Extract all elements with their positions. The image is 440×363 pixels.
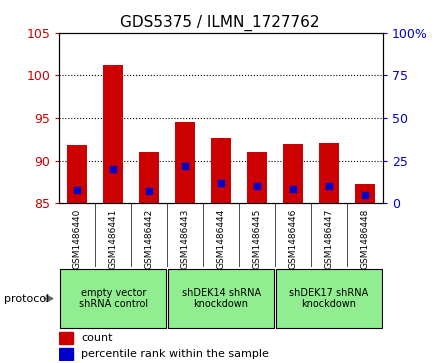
Point <box>290 186 297 192</box>
Bar <box>139 152 159 203</box>
Point <box>182 163 189 169</box>
Text: shDEK17 shRNA
knockdown: shDEK17 shRNA knockdown <box>289 288 369 309</box>
Text: GSM1486446: GSM1486446 <box>289 208 297 269</box>
Point <box>326 183 333 189</box>
Text: GSM1486445: GSM1486445 <box>253 208 261 269</box>
Text: GSM1486448: GSM1486448 <box>360 208 369 269</box>
Text: protocol: protocol <box>4 294 50 303</box>
Text: GDS5375 / ILMN_1727762: GDS5375 / ILMN_1727762 <box>120 15 320 31</box>
Point <box>110 166 117 172</box>
Bar <box>59 333 73 344</box>
Text: GSM1486447: GSM1486447 <box>324 208 334 269</box>
Bar <box>67 145 87 203</box>
Bar <box>283 144 303 203</box>
Bar <box>103 65 123 203</box>
Text: GSM1486443: GSM1486443 <box>181 208 190 269</box>
Text: GSM1486440: GSM1486440 <box>73 208 82 269</box>
FancyBboxPatch shape <box>60 269 166 328</box>
Bar <box>175 122 195 203</box>
Text: percentile rank within the sample: percentile rank within the sample <box>81 349 269 359</box>
Text: GSM1486441: GSM1486441 <box>109 208 118 269</box>
Point <box>146 188 153 194</box>
Text: count: count <box>81 333 113 343</box>
Point <box>74 188 81 193</box>
Point <box>218 180 225 186</box>
Bar <box>355 184 375 203</box>
Bar <box>319 143 339 203</box>
Bar <box>59 348 73 360</box>
Bar <box>247 152 267 203</box>
Text: empty vector
shRNA control: empty vector shRNA control <box>79 288 148 309</box>
Text: GSM1486442: GSM1486442 <box>145 208 154 269</box>
Bar <box>211 138 231 203</box>
Point <box>253 183 260 189</box>
Point <box>361 192 368 197</box>
Text: GSM1486444: GSM1486444 <box>216 208 226 269</box>
Text: shDEK14 shRNA
knockdown: shDEK14 shRNA knockdown <box>182 288 260 309</box>
FancyBboxPatch shape <box>168 269 274 328</box>
FancyBboxPatch shape <box>276 269 382 328</box>
